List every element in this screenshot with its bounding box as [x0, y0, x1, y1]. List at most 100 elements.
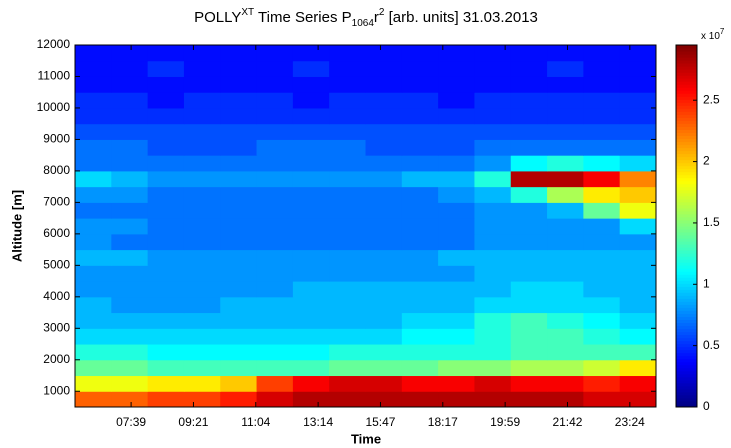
heatmap-cell — [438, 233, 475, 251]
heatmap-cell — [256, 328, 294, 345]
heatmap-cell — [256, 186, 294, 203]
heatmap-cell — [111, 139, 149, 156]
heatmap-cell — [619, 92, 657, 109]
heatmap-cell — [401, 328, 439, 345]
heatmap-cell — [256, 202, 294, 219]
heatmap-cell — [438, 249, 475, 266]
colorbar-segment — [676, 180, 697, 185]
heatmap-cell — [438, 107, 475, 125]
y-tick-label: 11000 — [38, 69, 71, 83]
heatmap-cell — [256, 155, 294, 172]
heatmap-cell — [75, 92, 112, 109]
heatmap-cell — [183, 249, 221, 266]
colorbar-segment — [676, 168, 697, 173]
colorbar-segment — [676, 385, 697, 390]
heatmap-cell — [438, 155, 475, 172]
heatmap-cell — [75, 249, 112, 266]
heatmap-cell — [438, 218, 475, 235]
heatmap-cell — [75, 359, 112, 377]
heatmap-cell — [75, 170, 112, 188]
colorbar-segment — [676, 99, 697, 103]
x-tick-label: 09:21 — [178, 415, 208, 429]
heatmap-cell — [183, 233, 221, 251]
heatmap-cell — [547, 375, 584, 392]
colorbar-segment — [676, 150, 697, 155]
heatmap-cell — [510, 359, 548, 377]
heatmap-cell — [365, 123, 403, 140]
colorbar-segment — [676, 195, 697, 200]
heatmap-cell — [474, 328, 512, 345]
heatmap-cell — [147, 249, 185, 266]
colorbar-segment — [676, 186, 697, 191]
heatmap-cell — [183, 139, 221, 156]
colorbar-segment — [676, 388, 697, 393]
heatmap-cell — [329, 218, 366, 235]
heatmap-cell — [619, 218, 657, 235]
heatmap-cell — [510, 281, 548, 298]
heatmap-cell — [292, 391, 330, 408]
heatmap-cell — [111, 60, 149, 77]
colorbar-segment — [676, 250, 697, 254]
heatmap-cell — [183, 123, 221, 140]
y-tick-label: 7000 — [43, 195, 70, 209]
heatmap-cell — [510, 123, 548, 140]
colorbar-segment — [676, 283, 697, 287]
colorbar-segment — [676, 382, 697, 387]
heatmap-cell — [619, 155, 657, 172]
heatmap-cell — [547, 202, 584, 219]
colorbar-segment — [676, 292, 697, 296]
heatmap-cell — [438, 281, 475, 298]
heatmap-cell — [256, 60, 294, 77]
colorbar-segment — [676, 48, 697, 52]
y-tick-label: 12000 — [37, 37, 71, 51]
heatmap-cell — [365, 391, 403, 408]
heatmap-cell — [329, 265, 366, 282]
heatmap-cell — [438, 76, 475, 93]
colorbar-segment — [676, 403, 697, 408]
heatmap-cell — [547, 359, 584, 377]
heatmap-cell — [547, 328, 584, 345]
heatmap-cell — [147, 123, 185, 140]
heatmap-cell — [220, 202, 258, 219]
x-tick-label: 19:59 — [490, 415, 520, 429]
heatmap-cell — [147, 281, 185, 298]
heatmap-cell — [365, 328, 403, 345]
heatmap-cell — [256, 265, 294, 282]
heatmap-cell — [474, 249, 512, 266]
heatmap-cell — [292, 45, 330, 62]
colorbar-segment — [676, 331, 697, 336]
colorbar-segment — [676, 174, 697, 179]
heatmap-cell — [583, 359, 621, 377]
heatmap-cell — [75, 107, 112, 125]
heatmap-cell — [220, 60, 258, 77]
heatmap-cell — [292, 155, 330, 172]
heatmap-cell — [329, 123, 366, 140]
heatmap-cell — [365, 155, 403, 172]
heatmap-cell — [547, 139, 584, 156]
heatmap-cell — [292, 265, 330, 282]
title-part: XT — [241, 7, 254, 18]
heatmap-cell — [474, 76, 512, 93]
heatmap-cell — [220, 107, 258, 125]
colorbar-segment — [676, 198, 697, 203]
heatmap-cell — [292, 233, 330, 251]
heatmap-cell — [256, 45, 294, 62]
heatmap-cell — [547, 155, 584, 172]
heatmap-cell — [474, 60, 512, 77]
title-part: Time Series P — [254, 9, 352, 26]
heatmap-cell — [619, 391, 657, 408]
colorbar-segment — [676, 274, 697, 278]
heatmap-cell — [220, 186, 258, 203]
heatmap-cell — [583, 375, 621, 392]
heatmap-cell — [75, 328, 112, 345]
heatmap-cell — [401, 265, 439, 282]
colorbar-segment — [676, 141, 697, 146]
heatmap-cell — [474, 359, 512, 377]
heatmap-cell — [619, 296, 657, 314]
heatmap-cell — [401, 45, 439, 62]
heatmap-cell — [292, 170, 330, 188]
heatmap-cell — [292, 375, 330, 392]
heatmap-cell — [365, 76, 403, 93]
heatmap-cell — [547, 123, 584, 140]
heatmap-cell — [183, 281, 221, 298]
